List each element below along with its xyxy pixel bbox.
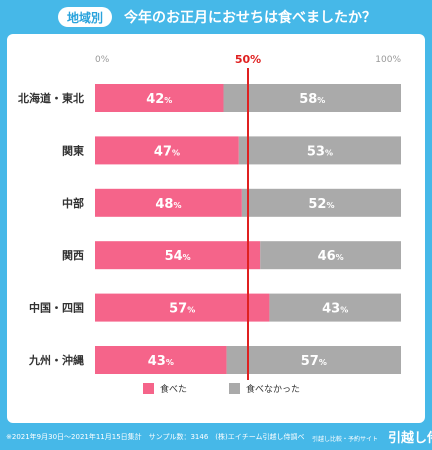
data-label-unit: % bbox=[166, 358, 174, 367]
data-label-unit: % bbox=[172, 148, 180, 157]
brand-logo: 引越し侍 bbox=[388, 431, 432, 446]
brand-tagline: 引越し比較・予約サイト bbox=[312, 436, 379, 443]
data-label: 58% bbox=[299, 92, 325, 107]
bar-segment-did-not-eat bbox=[226, 346, 401, 374]
category-label: 関西 bbox=[62, 249, 84, 262]
region-tag: 地域別 bbox=[58, 7, 112, 27]
legend-swatch-ate bbox=[143, 383, 154, 394]
legend-label: 食べた bbox=[160, 383, 187, 395]
data-label: 57% bbox=[301, 354, 327, 369]
data-label-unit: % bbox=[317, 96, 325, 105]
data-label: 47% bbox=[154, 144, 180, 159]
bar-segment-ate bbox=[95, 346, 227, 374]
bar-segment-did-not-eat bbox=[238, 136, 401, 165]
x-tick-label: 100% bbox=[375, 55, 401, 65]
bar-segment-did-not-eat bbox=[260, 241, 401, 270]
bar-segment-ate bbox=[95, 188, 242, 217]
data-label: 53% bbox=[307, 144, 333, 159]
chart-card: 0% 100% 北海道・東北 42% 58% 関東 47% 53% 中部 48% 52% 関西 54% 4… bbox=[7, 34, 425, 423]
bar-segment-ate bbox=[95, 241, 261, 270]
data-label: 42% bbox=[146, 92, 172, 107]
bar-segment-did-not-eat bbox=[223, 84, 401, 112]
data-label: 43% bbox=[148, 354, 174, 369]
header-bar: 地域別 今年のお正月におせちは食べましたか？ bbox=[0, 0, 432, 34]
bar-segment-did-not-eat bbox=[241, 188, 401, 217]
reference-line-label: 50% bbox=[235, 53, 261, 66]
data-label: 48% bbox=[155, 197, 181, 212]
category-label: 九州・沖縄 bbox=[28, 353, 84, 367]
bar-segment-ate bbox=[95, 136, 239, 165]
data-label-unit: % bbox=[173, 201, 181, 210]
bar-segment-ate bbox=[95, 293, 270, 322]
chart-title: 今年のお正月におせちは食べましたか？ bbox=[124, 10, 376, 26]
data-label: 43% bbox=[322, 302, 348, 317]
data-label-unit: % bbox=[164, 96, 172, 105]
category-label: 中国・四国 bbox=[29, 301, 84, 315]
data-label-unit: % bbox=[319, 358, 327, 367]
data-label: 52% bbox=[308, 197, 334, 212]
category-label: 北海道・東北 bbox=[18, 91, 84, 105]
data-label-unit: % bbox=[336, 253, 344, 262]
data-label-unit: % bbox=[325, 148, 333, 157]
footer-note: ※2021年9月30日〜2021年11月15日集計 サンプル数：3146 (株)… bbox=[6, 433, 305, 441]
data-label: 57% bbox=[169, 302, 195, 317]
bar-segment-did-not-eat bbox=[269, 293, 401, 322]
data-label-unit: % bbox=[340, 306, 348, 315]
legend-label: 食べなかった bbox=[246, 383, 300, 395]
category-label: 中部 bbox=[62, 196, 84, 210]
data-label-unit: % bbox=[183, 253, 191, 262]
legend-swatch-did-not-eat bbox=[229, 383, 240, 394]
data-label-unit: % bbox=[326, 201, 334, 210]
data-label-unit: % bbox=[187, 306, 195, 315]
stacked-bar-chart: 0% 100% 北海道・東北 42% 58% 関東 47% 53% 中部 48% 52% 関西 54% 4… bbox=[18, 53, 401, 395]
category-label: 関東 bbox=[62, 143, 85, 157]
data-label: 54% bbox=[165, 249, 191, 264]
bar-segment-ate bbox=[95, 84, 224, 112]
x-tick-label: 0% bbox=[95, 55, 110, 65]
data-label: 46% bbox=[318, 249, 344, 264]
